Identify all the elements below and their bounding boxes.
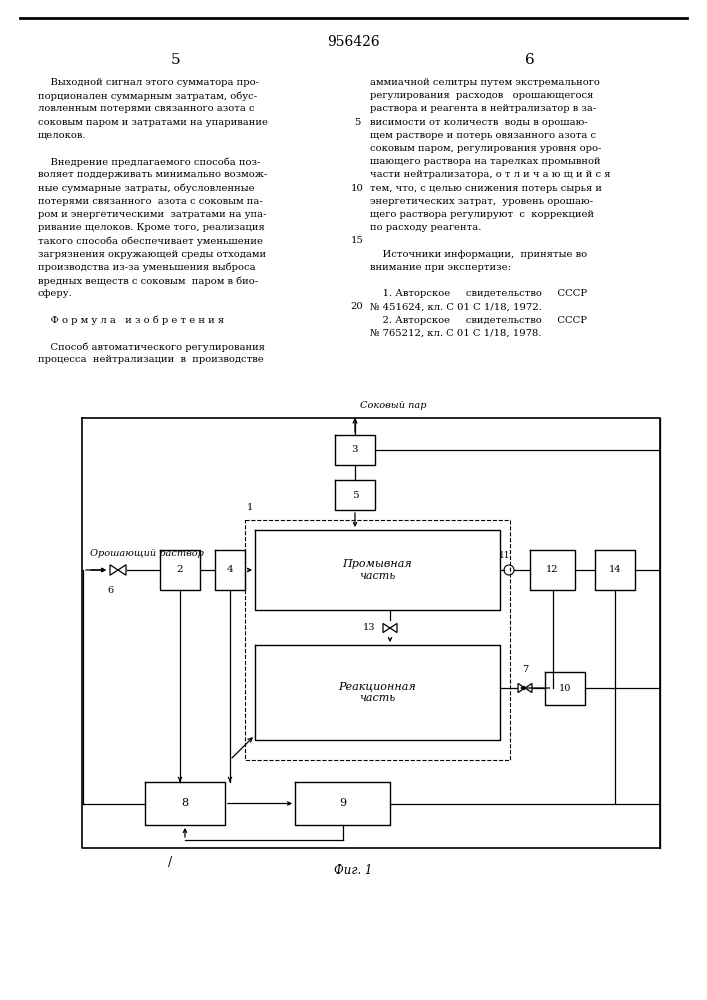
Text: загрязнения окружающей среды отходами: загрязнения окружающей среды отходами xyxy=(38,250,266,259)
Text: 5: 5 xyxy=(171,53,181,67)
Text: аммиачной селитры путем экстремального: аммиачной селитры путем экстремального xyxy=(370,78,600,87)
Text: процесса  нейтрализации  в  производстве: процесса нейтрализации в производстве xyxy=(38,355,264,364)
Text: 1: 1 xyxy=(247,503,253,512)
Text: по расходу реагента.: по расходу реагента. xyxy=(370,223,481,232)
Text: ривание щелоков. Кроме того, реализация: ривание щелоков. Кроме того, реализация xyxy=(38,223,264,232)
Text: 15: 15 xyxy=(351,236,363,245)
Text: регулирования  расходов   орошающегося: регулирования расходов орошающегося xyxy=(370,91,593,100)
Text: вредных веществ с соковым  паром в био-: вредных веществ с соковым паром в био- xyxy=(38,276,258,286)
Text: соковым паром и затратами на упаривание: соковым паром и затратами на упаривание xyxy=(38,118,268,127)
Text: 7: 7 xyxy=(522,665,528,674)
Text: Соковый пар: Соковый пар xyxy=(360,401,426,410)
Text: Источники информации,  принятые во: Источники информации, принятые во xyxy=(370,250,587,259)
Text: висимости от количеств  воды в орошаю-: висимости от количеств воды в орошаю- xyxy=(370,118,588,127)
Text: 5: 5 xyxy=(351,490,358,499)
Text: 12: 12 xyxy=(547,566,559,574)
Text: Выходной сигнал этого сумматора про-: Выходной сигнал этого сумматора про- xyxy=(38,78,259,87)
Text: 9: 9 xyxy=(339,798,346,808)
Text: Орошающий раствор: Орошающий раствор xyxy=(90,549,204,558)
Text: 3: 3 xyxy=(351,446,358,454)
Text: щелоков.: щелоков. xyxy=(38,131,86,140)
Text: 8: 8 xyxy=(182,798,189,808)
Text: № 451624, кл. С 01 С 1/18, 1972.: № 451624, кл. С 01 С 1/18, 1972. xyxy=(370,302,542,311)
Text: потерями связанного  азота с соковым па-: потерями связанного азота с соковым па- xyxy=(38,197,263,206)
Text: шающего раствора на тарелках промывной: шающего раствора на тарелках промывной xyxy=(370,157,601,166)
Text: соковым паром, регулирования уровня оро-: соковым паром, регулирования уровня оро- xyxy=(370,144,602,153)
Text: 13: 13 xyxy=(363,624,375,633)
Text: порционален суммарным затратам, обус-: порционален суммарным затратам, обус- xyxy=(38,91,257,101)
Text: сферу.: сферу. xyxy=(38,289,73,298)
Text: ные суммарные затраты, обусловленные: ные суммарные затраты, обусловленные xyxy=(38,184,255,193)
Text: 2. Авторское     свидетельство     СССР: 2. Авторское свидетельство СССР xyxy=(370,316,587,325)
Text: /: / xyxy=(168,856,172,869)
Text: 11: 11 xyxy=(499,551,510,560)
Text: 4: 4 xyxy=(227,566,233,574)
Text: раствора и реагента в нейтрализатор в за-: раствора и реагента в нейтрализатор в за… xyxy=(370,104,596,113)
Text: воляет поддерживать минимально возмож-: воляет поддерживать минимально возмож- xyxy=(38,170,267,179)
Text: внимание при экспертизе:: внимание при экспертизе: xyxy=(370,263,511,272)
Text: 10: 10 xyxy=(559,684,571,693)
Text: 10: 10 xyxy=(351,184,363,193)
Text: 956426: 956426 xyxy=(327,35,380,49)
Text: 1. Авторское     свидетельство     СССР: 1. Авторское свидетельство СССР xyxy=(370,289,587,298)
Text: Промывная
часть: Промывная часть xyxy=(343,559,412,581)
Text: энергетических затрат,  уровень орошаю-: энергетических затрат, уровень орошаю- xyxy=(370,197,593,206)
Text: 20: 20 xyxy=(351,302,363,311)
Text: 14: 14 xyxy=(609,566,621,574)
Text: Реакционная
часть: Реакционная часть xyxy=(339,682,416,703)
Text: № 765212, кл. С 01 С 1/18, 1978.: № 765212, кл. С 01 С 1/18, 1978. xyxy=(370,329,542,338)
Text: ром и энергетическими  затратами на упа-: ром и энергетическими затратами на упа- xyxy=(38,210,267,219)
Text: Внедрение предлагаемого способа поз-: Внедрение предлагаемого способа поз- xyxy=(38,157,260,167)
Text: 6: 6 xyxy=(525,53,535,67)
Text: такого способа обеспечивает уменьшение: такого способа обеспечивает уменьшение xyxy=(38,236,263,246)
Text: 2: 2 xyxy=(177,566,183,574)
Text: Ф о р м у л а   и з о б р е т е н и я: Ф о р м у л а и з о б р е т е н и я xyxy=(38,316,224,325)
Text: 6: 6 xyxy=(107,586,113,595)
Text: части нейтрализатора, о т л и ч а ю щ и й с я: части нейтрализатора, о т л и ч а ю щ и … xyxy=(370,170,611,179)
Text: 5: 5 xyxy=(354,118,360,127)
Text: производства из-за уменьшения выброса: производства из-за уменьшения выброса xyxy=(38,263,256,272)
Text: тем, что, с целью снижения потерь сырья и: тем, что, с целью снижения потерь сырья … xyxy=(370,184,602,193)
Text: Способ автоматического регулирования: Способ автоматического регулирования xyxy=(38,342,265,352)
Text: Фиг. 1: Фиг. 1 xyxy=(334,863,372,876)
Text: ловленным потерями связанного азота с: ловленным потерями связанного азота с xyxy=(38,104,255,113)
Text: щем растворе и потерь овязанного азота с: щем растворе и потерь овязанного азота с xyxy=(370,131,596,140)
Text: щего раствора регулируют  с  коррекцией: щего раствора регулируют с коррекцией xyxy=(370,210,594,219)
